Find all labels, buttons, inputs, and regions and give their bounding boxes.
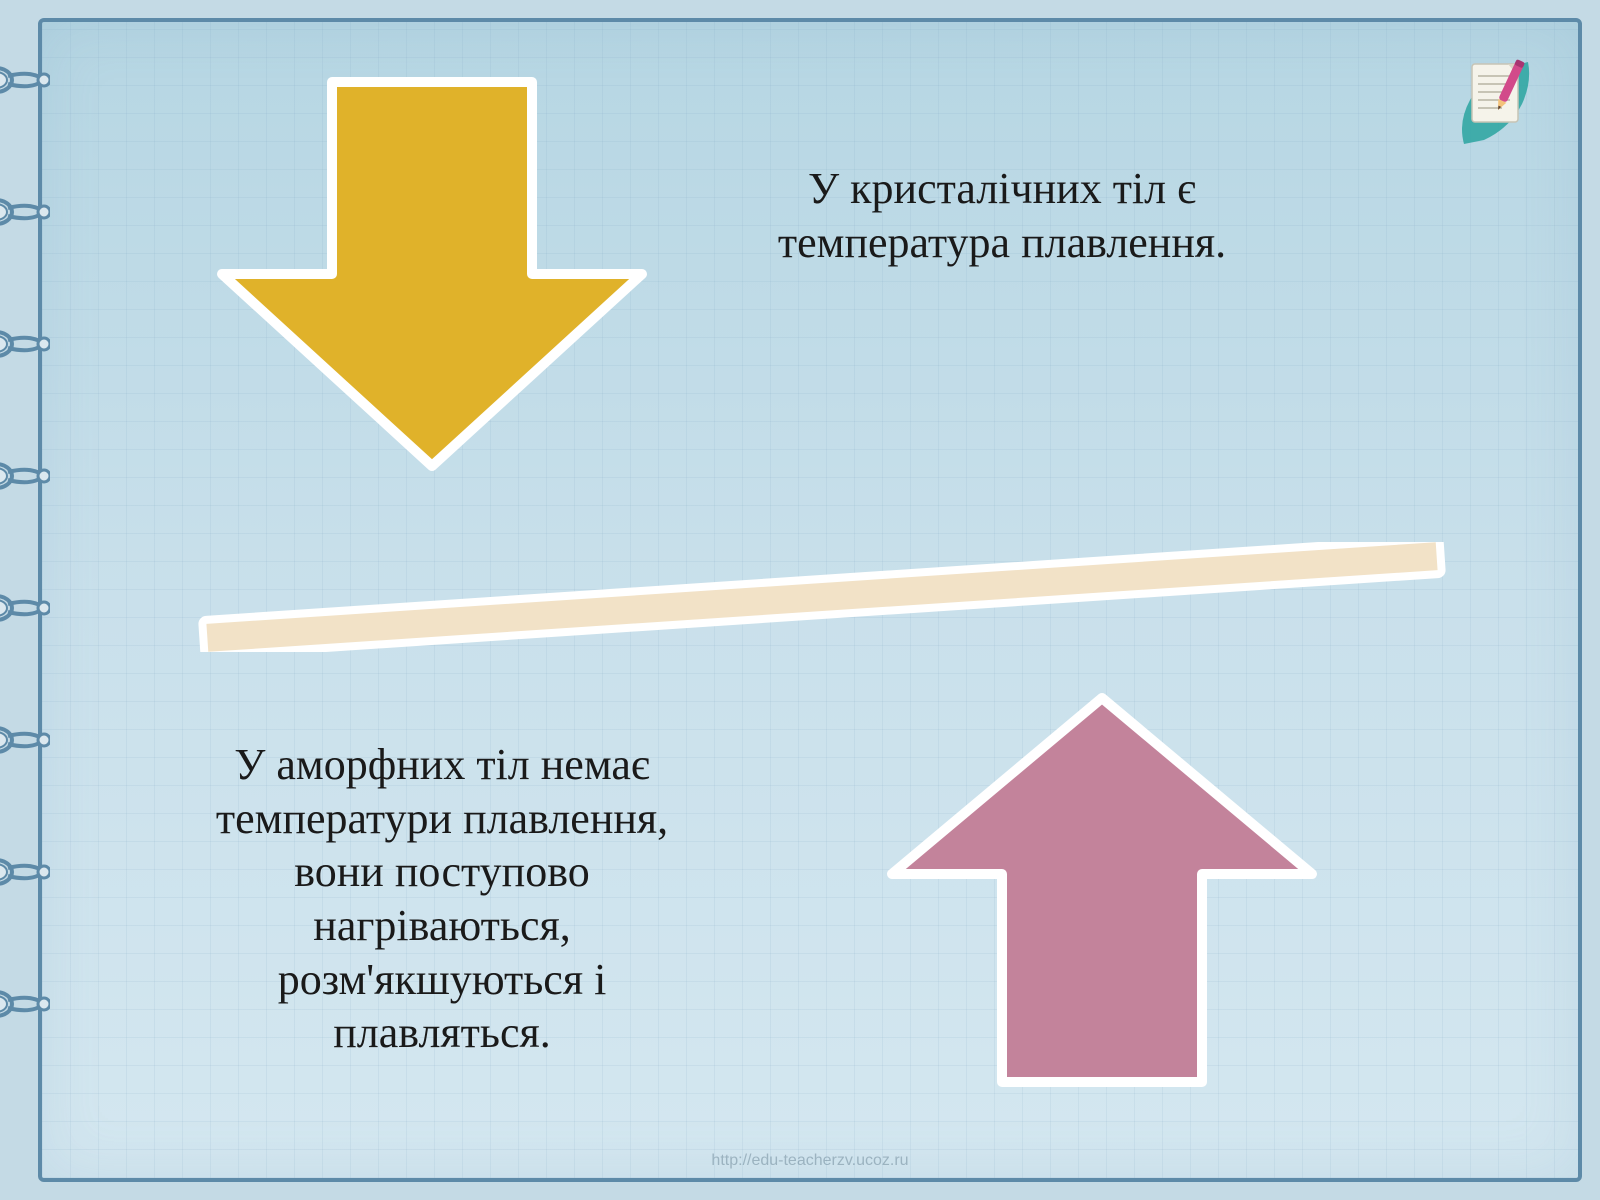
spiral-ring <box>0 458 50 494</box>
watermark-text: http://edu-teacherzv.ucoz.ru <box>711 1152 908 1170</box>
spiral-ring <box>0 326 50 362</box>
slide-frame: У кристалічних тіл є температура плавлен… <box>38 18 1582 1182</box>
text-crystalline: У кристалічних тіл є температура плавлен… <box>722 162 1282 269</box>
divider-bar <box>192 542 1452 652</box>
spiral-ring <box>0 854 50 890</box>
spiral-ring <box>0 62 50 98</box>
spiral-ring <box>0 722 50 758</box>
text-amorphous: У аморфних тіл немає температури плавлен… <box>172 738 712 1060</box>
spiral-ring <box>0 590 50 626</box>
arrow-down-icon <box>212 74 652 474</box>
spiral-ring <box>0 194 50 230</box>
notebook-pen-icon <box>1452 52 1542 152</box>
spiral-ring <box>0 986 50 1022</box>
arrow-up-icon <box>882 690 1322 1090</box>
